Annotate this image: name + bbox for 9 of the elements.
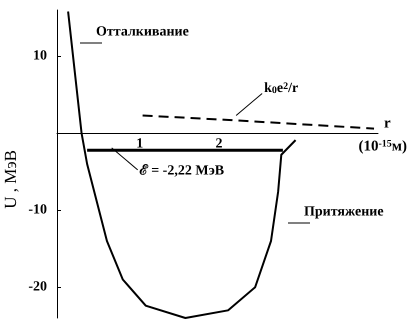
x-tick-label: 2 [216, 136, 223, 152]
annotation: Отталкивание [96, 24, 189, 40]
y-tick-label: 10 [33, 48, 47, 64]
y-tick-label: -20 [28, 280, 47, 295]
annotation: Притяжение [304, 204, 384, 220]
y-tick-label: -10 [28, 202, 47, 218]
annotation: ℰ = -2,22 МэВ [140, 163, 224, 178]
y-axis-title: U , МэВ [1, 150, 20, 209]
x-tick-label: 1 [136, 136, 144, 152]
